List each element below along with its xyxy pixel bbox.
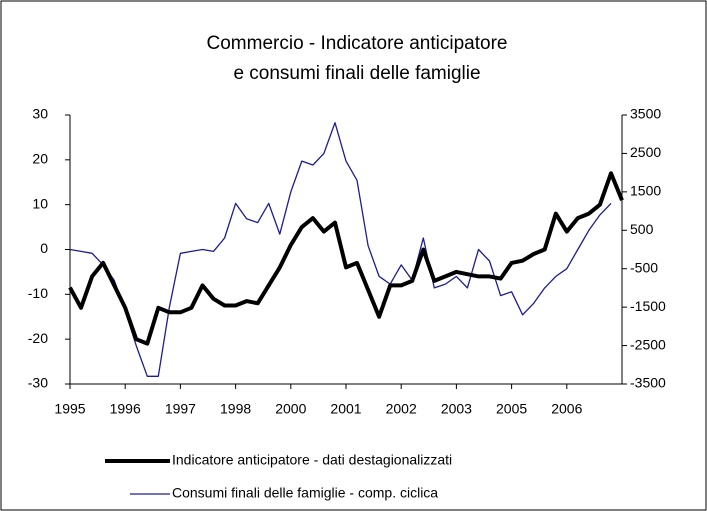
series-line bbox=[68, 171, 624, 346]
x-tick-label: 1996 bbox=[110, 401, 141, 417]
chart-title: e consumi finali delle famiglie bbox=[233, 63, 480, 84]
y2-tick-label: -2500 bbox=[630, 336, 666, 352]
legend-label: Indicatore anticipatore - dati destagion… bbox=[172, 452, 452, 468]
x-tick-label: 1998 bbox=[220, 401, 251, 417]
y-tick-label: 30 bbox=[32, 106, 48, 122]
y-tick-label: -10 bbox=[28, 285, 48, 301]
legend-label: Consumi finali delle famiglie - comp. ci… bbox=[172, 485, 438, 501]
y-tick-label: -30 bbox=[28, 375, 48, 391]
x-tick-label: 2003 bbox=[441, 401, 472, 417]
x-tick-label: 1997 bbox=[165, 401, 196, 417]
chart-title: Commercio - Indicatore anticipatore bbox=[207, 33, 508, 54]
x-tick-label: 2002 bbox=[386, 401, 417, 417]
x-tick-label: 1995 bbox=[54, 401, 85, 417]
x-tick-label: 2000 bbox=[275, 401, 306, 417]
y-tick-label: 20 bbox=[32, 151, 48, 167]
y-tick-label: 10 bbox=[32, 195, 48, 211]
x-tick-label: 2006 bbox=[551, 401, 582, 417]
x-tick-label: 2001 bbox=[330, 401, 361, 417]
series-line bbox=[69, 122, 612, 377]
y2-tick-label: -3500 bbox=[630, 375, 666, 391]
x-tick-label: 2005 bbox=[496, 401, 527, 417]
y2-tick-label: 1500 bbox=[630, 183, 661, 199]
y2-tick-label: 3500 bbox=[630, 106, 661, 122]
y-tick-label: -20 bbox=[28, 330, 48, 346]
y2-tick-label: -1500 bbox=[630, 298, 666, 314]
y2-tick-label: -500 bbox=[630, 259, 658, 275]
y2-tick-label: 500 bbox=[630, 221, 654, 237]
y2-tick-label: 2500 bbox=[630, 144, 661, 160]
y-tick-label: 0 bbox=[40, 240, 48, 256]
